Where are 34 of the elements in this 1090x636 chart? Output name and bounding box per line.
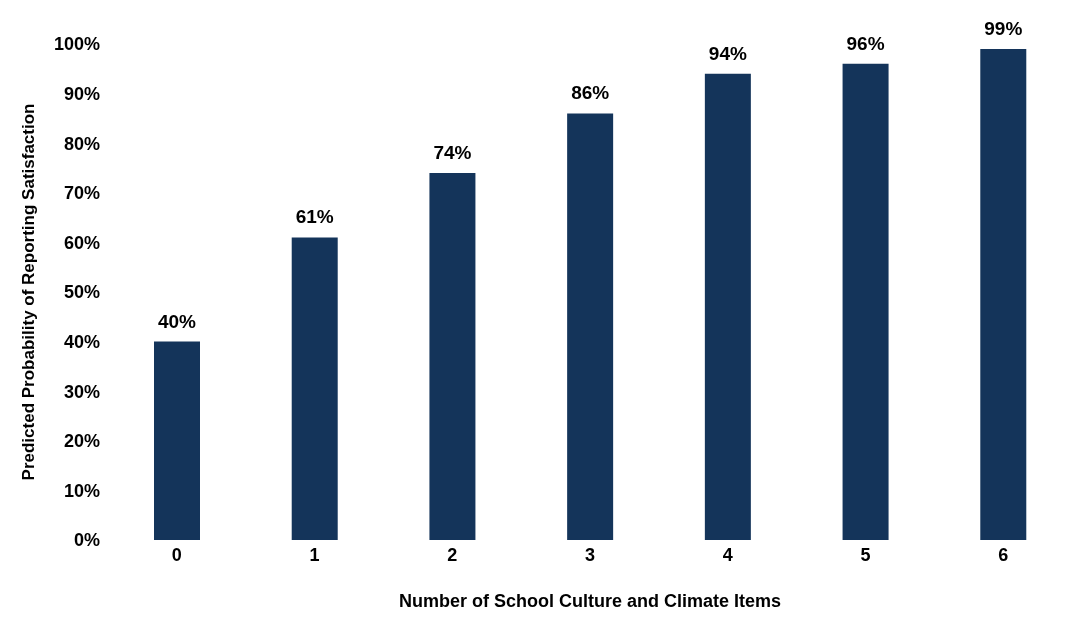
y-tick-label: 100% bbox=[53, 34, 100, 55]
y-tick-label: 10% bbox=[63, 480, 100, 501]
y-tick-label: 50% bbox=[63, 282, 100, 303]
bar bbox=[567, 113, 614, 540]
x-tick-label: 5 bbox=[860, 544, 871, 565]
y-tick-label: 20% bbox=[63, 431, 100, 452]
x-tick-label: 0 bbox=[171, 544, 182, 565]
bar bbox=[154, 341, 200, 540]
bar bbox=[429, 172, 476, 540]
y-axis-title: Predicted Probability of Reporting Satisfaction bbox=[19, 103, 39, 481]
data-label: 40% bbox=[157, 310, 197, 332]
data-label: 74% bbox=[433, 141, 472, 163]
bar bbox=[980, 48, 1027, 540]
y-tick-label: 0% bbox=[73, 530, 100, 551]
y-tick-label: 90% bbox=[63, 83, 100, 104]
data-label: 96% bbox=[846, 32, 885, 54]
x-tick-label: 2 bbox=[447, 544, 458, 565]
x-axis-title: Number of School Culture and Climate Items bbox=[398, 590, 782, 611]
data-label: 94% bbox=[708, 42, 747, 64]
bar bbox=[704, 73, 751, 540]
bar bbox=[842, 63, 889, 540]
data-label: 61% bbox=[295, 206, 334, 228]
y-tick-label: 60% bbox=[63, 232, 100, 253]
x-tick-label: 1 bbox=[309, 544, 320, 565]
y-tick-label: 70% bbox=[63, 183, 100, 204]
x-tick-label: 4 bbox=[722, 544, 733, 565]
bar bbox=[291, 237, 338, 540]
x-tick-label: 3 bbox=[584, 544, 596, 565]
y-tick-label: 80% bbox=[63, 133, 100, 154]
y-tick-label: 30% bbox=[63, 381, 100, 402]
x-tick-label: 6 bbox=[998, 544, 1009, 565]
y-tick-label: 40% bbox=[63, 331, 100, 352]
data-label: 86% bbox=[571, 82, 610, 104]
data-label: 99% bbox=[984, 17, 1023, 39]
